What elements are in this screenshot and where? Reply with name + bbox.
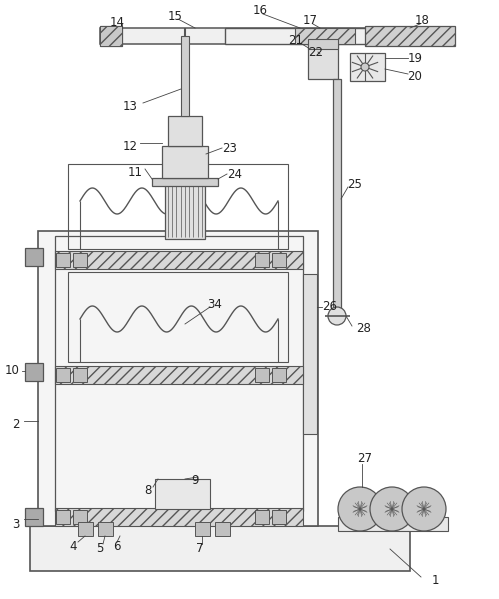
Bar — [272, 253, 286, 267]
Bar — [30, 526, 410, 571]
Text: 19: 19 — [408, 52, 423, 65]
Text: 11: 11 — [128, 165, 143, 179]
Text: 18: 18 — [415, 14, 430, 26]
Text: 4: 4 — [69, 540, 77, 552]
Bar — [365, 26, 455, 46]
Bar — [195, 522, 210, 536]
Bar — [272, 510, 286, 524]
Text: 9: 9 — [191, 474, 199, 488]
Bar — [55, 236, 303, 511]
Bar — [25, 248, 43, 266]
Bar — [100, 26, 122, 46]
Text: 34: 34 — [208, 298, 223, 310]
Text: 21: 21 — [288, 35, 303, 47]
Text: 16: 16 — [252, 5, 267, 17]
Bar — [73, 253, 87, 267]
Text: 14: 14 — [109, 16, 124, 29]
Bar — [100, 26, 122, 46]
Bar — [215, 522, 230, 536]
Bar — [55, 366, 303, 384]
Text: 17: 17 — [302, 14, 317, 28]
Bar — [308, 44, 338, 79]
Bar — [98, 522, 113, 536]
Bar — [56, 510, 70, 524]
Circle shape — [338, 487, 382, 531]
Bar — [78, 522, 93, 536]
Text: 23: 23 — [223, 141, 238, 155]
Bar — [162, 146, 208, 178]
Bar — [55, 251, 303, 269]
Text: 5: 5 — [96, 543, 104, 555]
Bar — [73, 368, 87, 382]
Bar — [272, 368, 286, 382]
Text: 3: 3 — [12, 518, 19, 531]
Bar — [68, 272, 288, 362]
Bar — [25, 363, 43, 381]
Text: 2: 2 — [12, 418, 20, 431]
Bar — [56, 368, 70, 382]
Text: 12: 12 — [122, 140, 138, 153]
Bar — [255, 510, 269, 524]
Bar — [255, 368, 269, 382]
Text: 7: 7 — [196, 543, 204, 555]
Bar — [225, 28, 390, 44]
Bar — [55, 508, 303, 526]
Bar — [38, 231, 318, 526]
Bar — [165, 184, 205, 239]
Bar — [68, 164, 288, 249]
Bar — [295, 28, 355, 44]
Bar — [308, 39, 338, 49]
Circle shape — [402, 487, 446, 531]
Circle shape — [361, 63, 369, 71]
Bar — [338, 517, 448, 531]
Bar — [168, 116, 202, 146]
Bar — [100, 28, 390, 44]
Text: 15: 15 — [168, 10, 183, 23]
Bar — [333, 79, 341, 309]
Bar — [56, 253, 70, 267]
Text: 20: 20 — [408, 71, 423, 83]
Text: 25: 25 — [348, 177, 362, 190]
Bar — [152, 178, 218, 186]
Text: 22: 22 — [308, 46, 323, 59]
Bar — [73, 510, 87, 524]
Text: 10: 10 — [4, 365, 19, 377]
Text: 26: 26 — [322, 301, 337, 313]
Text: 13: 13 — [123, 101, 137, 113]
Text: 27: 27 — [357, 452, 372, 465]
Text: 6: 6 — [113, 540, 121, 552]
Text: 8: 8 — [144, 485, 152, 498]
Bar — [155, 479, 210, 509]
Bar — [25, 508, 43, 526]
Bar — [255, 253, 269, 267]
Text: 1: 1 — [431, 574, 439, 588]
Bar — [181, 36, 189, 116]
Bar — [350, 53, 385, 81]
Bar — [303, 274, 317, 434]
Circle shape — [370, 487, 414, 531]
Circle shape — [328, 307, 346, 325]
Text: 24: 24 — [228, 168, 243, 180]
Text: 28: 28 — [357, 322, 371, 335]
